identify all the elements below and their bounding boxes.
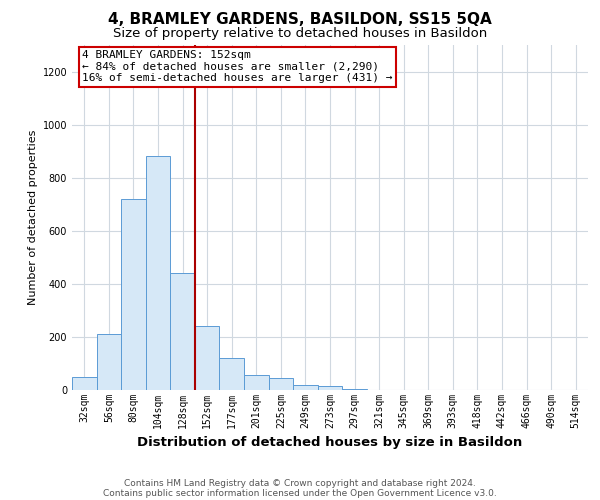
Bar xyxy=(220,358,244,390)
Bar xyxy=(170,273,195,390)
Text: 4 BRAMLEY GARDENS: 152sqm
← 84% of detached houses are smaller (2,290)
16% of se: 4 BRAMLEY GARDENS: 152sqm ← 84% of detac… xyxy=(82,50,393,84)
Bar xyxy=(318,386,342,390)
Text: Contains HM Land Registry data © Crown copyright and database right 2024.: Contains HM Land Registry data © Crown c… xyxy=(124,478,476,488)
Text: Size of property relative to detached houses in Basildon: Size of property relative to detached ho… xyxy=(113,28,487,40)
Bar xyxy=(342,388,367,390)
Bar xyxy=(97,334,121,390)
Y-axis label: Number of detached properties: Number of detached properties xyxy=(28,130,38,305)
Bar xyxy=(121,199,146,390)
Bar xyxy=(72,376,97,390)
Text: Contains public sector information licensed under the Open Government Licence v3: Contains public sector information licen… xyxy=(103,488,497,498)
X-axis label: Distribution of detached houses by size in Basildon: Distribution of detached houses by size … xyxy=(137,436,523,450)
Bar xyxy=(146,156,170,390)
Text: 4, BRAMLEY GARDENS, BASILDON, SS15 5QA: 4, BRAMLEY GARDENS, BASILDON, SS15 5QA xyxy=(108,12,492,28)
Bar xyxy=(244,376,269,390)
Bar xyxy=(195,326,220,390)
Bar xyxy=(269,378,293,390)
Bar xyxy=(293,384,318,390)
